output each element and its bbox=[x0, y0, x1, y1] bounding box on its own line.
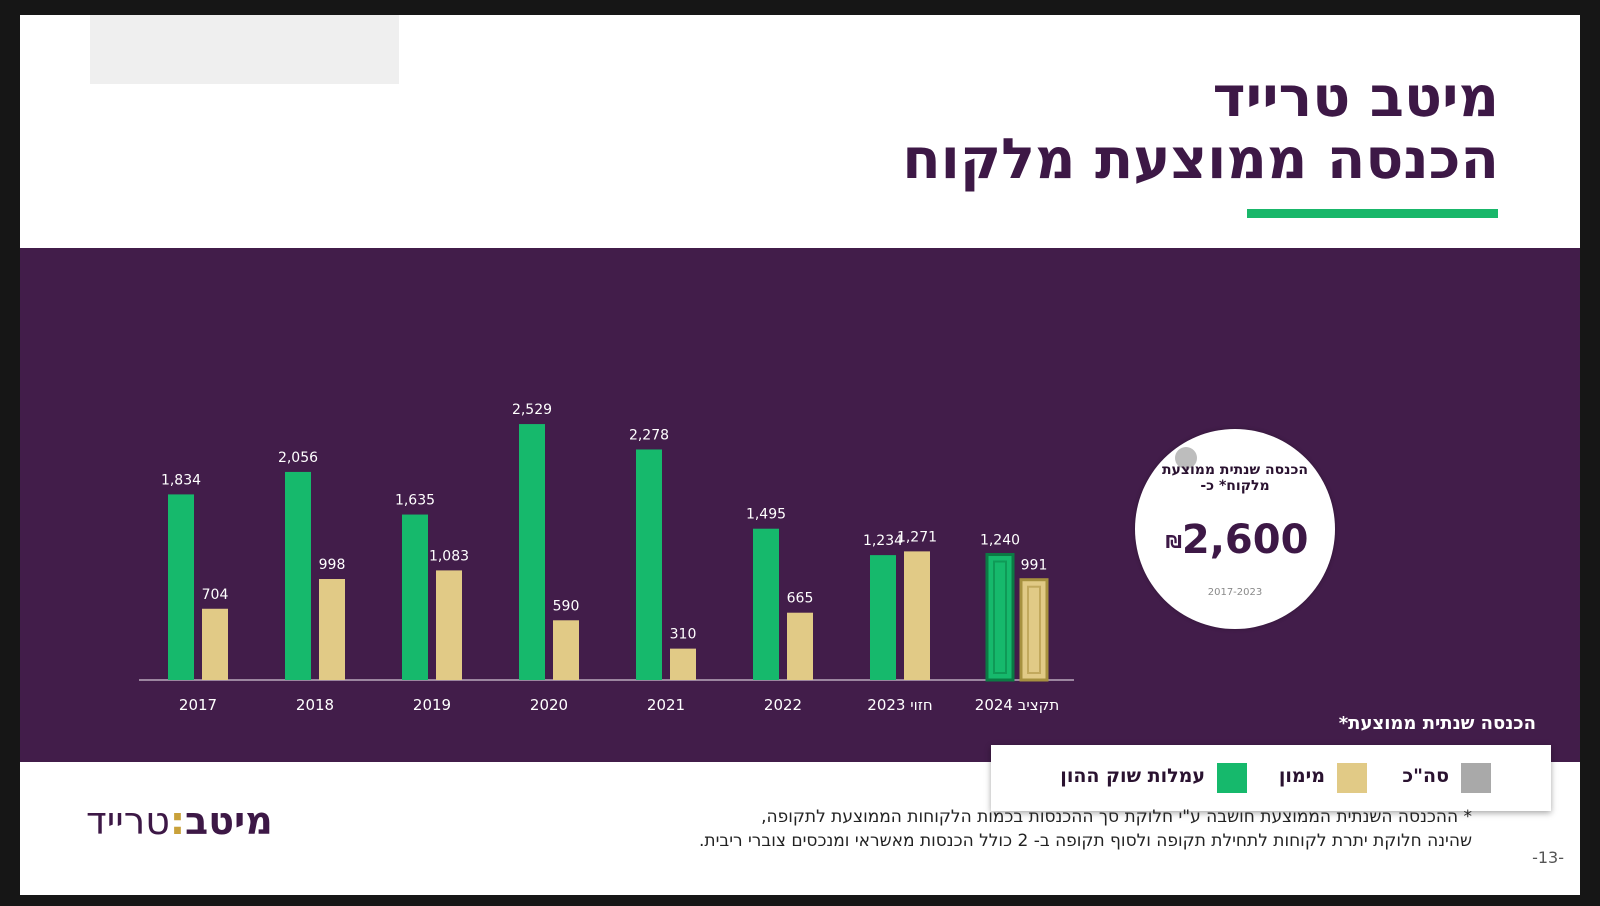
bar-capital-markets bbox=[168, 494, 194, 680]
title-underline bbox=[1247, 209, 1498, 218]
bar-label-financing: 310 bbox=[670, 627, 697, 643]
bar-capital-markets bbox=[753, 528, 779, 680]
bar-capital-markets-highlight bbox=[993, 560, 1007, 674]
chart-band: 1,8347042,53820172,0569983,05420181,6351… bbox=[20, 248, 1580, 762]
income-chart: 1,8347042,53820172,0569983,05420181,6351… bbox=[139, 402, 1074, 714]
legend-label-capital-markets: עמלות שוק ההון bbox=[1060, 765, 1205, 787]
footer-logo: מיטב:טרייד bbox=[86, 799, 273, 843]
x-tick-label: 2020 bbox=[530, 696, 568, 714]
bubble-value: ₪2,600 bbox=[1155, 517, 1315, 563]
bar-financing bbox=[202, 608, 228, 680]
bar-label-capital-markets: 1,234 bbox=[863, 533, 903, 549]
bar-financing bbox=[1019, 578, 1049, 682]
bar-label-capital-markets: 1,240 bbox=[980, 533, 1020, 549]
bar-financing bbox=[319, 579, 345, 680]
title-line-1: מיטב טרייד bbox=[1212, 65, 1499, 130]
bar-label-financing: 704 bbox=[202, 587, 229, 603]
x-tick-label: 2023 חזוי bbox=[867, 696, 932, 714]
bubble-dot-icon bbox=[1175, 447, 1197, 469]
logo-separator: : bbox=[169, 799, 186, 843]
slide: מיטב טרייד הכנסה ממוצעת מלקוח 1,834 704 2,… bbox=[20, 15, 1580, 895]
bar-label-financing: 998 bbox=[319, 557, 346, 573]
logo-strong: מיטב bbox=[185, 799, 273, 843]
bar-financing bbox=[904, 551, 930, 680]
x-tick-label: 2024 תקציב bbox=[975, 696, 1059, 714]
footnote-line-2: שהינה חלוקת יתרת לקוחות לתחילת תקופה ולס… bbox=[699, 831, 1472, 851]
bar-label-capital-markets: 2,529 bbox=[512, 402, 552, 418]
logo-light: טרייד bbox=[86, 799, 170, 843]
legend-swatch-gray bbox=[1461, 763, 1491, 793]
bar-label-capital-markets: 1,834 bbox=[161, 472, 201, 488]
bar-capital-markets bbox=[519, 424, 545, 680]
bar-label-financing: 665 bbox=[787, 591, 814, 607]
legend-label-total: סה"כ bbox=[1402, 765, 1449, 787]
bar-financing-highlight bbox=[1027, 585, 1041, 674]
currency-sign: ₪ bbox=[1165, 531, 1182, 553]
x-tick-label: 2018 bbox=[296, 696, 334, 714]
bar-label-capital-markets: 2,278 bbox=[629, 427, 669, 443]
bar-label-capital-markets: 1,495 bbox=[746, 507, 786, 523]
x-tick-label: 2021 bbox=[647, 696, 685, 714]
legend-caption: הכנסה שנתית ממוצעת* bbox=[1338, 713, 1536, 734]
logo-placeholder bbox=[90, 15, 399, 84]
bar-label-financing: 590 bbox=[553, 598, 580, 614]
page-number: -13- bbox=[1532, 848, 1564, 867]
bar-capital-markets bbox=[870, 555, 896, 680]
bar-label-capital-markets: 1,635 bbox=[395, 493, 435, 509]
legend-swatch-gold bbox=[1337, 763, 1367, 793]
x-tick-label: 2017 bbox=[179, 696, 217, 714]
bar-label-financing: 1,083 bbox=[429, 548, 469, 564]
bar-financing bbox=[436, 570, 462, 680]
footnote: * ההכנסה השנתית הממוצעת חושבה ע"י חלוקת … bbox=[572, 805, 1472, 853]
bubble-period: 2017-2023 bbox=[1207, 587, 1263, 598]
average-income-bubble: הכנסה שנתית ממוצעת מלקוח* כ- ₪2,600 2017… bbox=[1135, 429, 1335, 629]
title-line-2: הכנסה ממוצעת מלקוח bbox=[902, 127, 1499, 192]
legend-swatch-green bbox=[1217, 763, 1247, 793]
bar-financing bbox=[553, 620, 579, 680]
bar-label-financing: 1,271 bbox=[897, 529, 937, 545]
bar-capital-markets bbox=[402, 514, 428, 680]
legend: עמלות שוק ההון מימון סה"כ bbox=[991, 745, 1551, 811]
x-tick-label: 2022 bbox=[764, 696, 802, 714]
bubble-amount: 2,600 bbox=[1181, 517, 1309, 563]
bar-financing bbox=[787, 612, 813, 680]
x-tick-label: 2019 bbox=[413, 696, 451, 714]
bar-label-capital-markets: 2,056 bbox=[278, 450, 318, 466]
bar-capital-markets bbox=[285, 471, 311, 680]
bar-capital-markets bbox=[636, 449, 662, 680]
bar-label-financing: 991 bbox=[1021, 558, 1048, 574]
bar-capital-markets bbox=[985, 553, 1015, 682]
legend-label-financing: מימון bbox=[1278, 765, 1325, 787]
bubble-label: הכנסה שנתית ממוצעת מלקוח* כ- bbox=[1161, 462, 1309, 494]
page-title: מיטב טרייד הכנסה ממוצעת מלקוח bbox=[599, 67, 1499, 191]
footnote-line-1: * ההכנסה השנתית הממוצעת חושבה ע"י חלוקת … bbox=[761, 807, 1472, 827]
bar-financing bbox=[670, 648, 696, 680]
